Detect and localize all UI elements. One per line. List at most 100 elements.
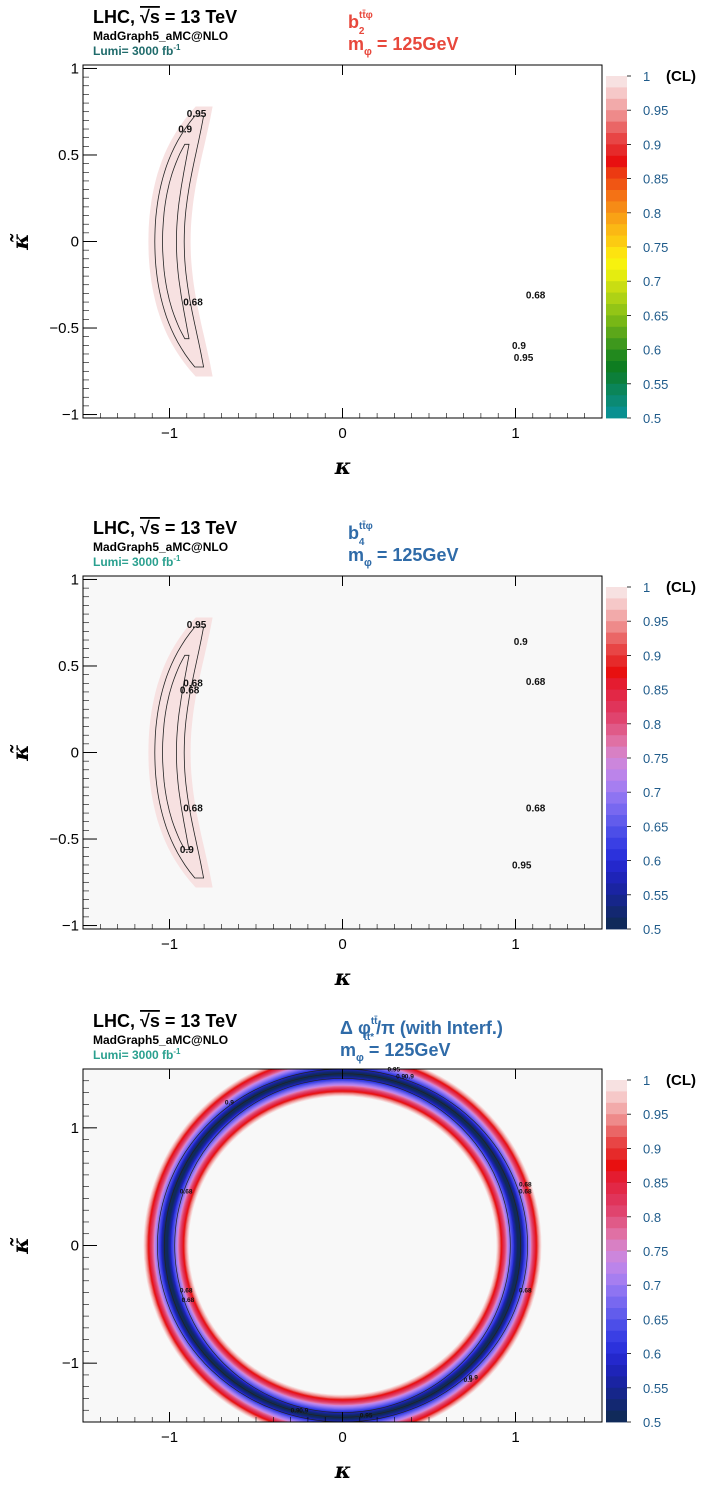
contour-label: 0.68 [526, 803, 546, 814]
header-collider: LHC, √s = 13 TeV [93, 7, 237, 27]
colorbar-swatch [606, 212, 627, 225]
contour-label: 0.68 [519, 1182, 532, 1189]
contour-label: 0.9 [299, 1408, 308, 1415]
x-tick-label: 0 [338, 1429, 346, 1446]
colorbar-swatch [606, 1205, 627, 1218]
colorbar-swatch [606, 349, 627, 362]
colorbar-swatch [606, 860, 627, 873]
y-tick-label: 0 [71, 1238, 79, 1255]
colorbar-tick-label: 0.85 [643, 683, 668, 698]
title-observable: btt̄φ 2 [348, 9, 373, 37]
contour-label: 0.68 [180, 686, 200, 697]
y-tick-label: 1 [71, 571, 79, 588]
y-tick-label: −1 [62, 918, 79, 935]
colorbar-swatch [606, 258, 627, 271]
colorbar-swatch [606, 678, 627, 690]
title-observable: btt̄φ 4 [348, 520, 373, 548]
contour-label: 0.68 [519, 1189, 532, 1196]
colorbar-swatch [606, 110, 627, 122]
colorbar-tick-label: 0.5 [643, 1415, 661, 1430]
x-tick-label: 1 [511, 936, 519, 953]
y-axis-label: κ̃ [8, 233, 34, 251]
x-tick-label: −1 [161, 1429, 178, 1446]
colorbar-swatch [606, 372, 627, 385]
contour-label: 0.95 [512, 860, 532, 871]
colorbar-swatch [606, 701, 627, 713]
cl-band [690, 621, 701, 884]
colorbar-swatch [606, 655, 627, 668]
contour-label: 0.9 [469, 1375, 478, 1382]
colorbar-tick-label: 0.65 [643, 1312, 668, 1327]
colorbar-swatch [606, 1102, 627, 1115]
x-tick-label: 1 [511, 1429, 519, 1446]
colorbar-swatch [606, 746, 627, 759]
colorbar-tick-label: 1 [643, 580, 650, 595]
colorbar-tick-label: 0.55 [643, 1381, 668, 1396]
title-mass: mφ = 125GeV [340, 1040, 450, 1064]
colorbar-swatch [606, 1285, 627, 1297]
colorbar-swatch [606, 304, 627, 316]
cl-band [693, 627, 701, 879]
title-observable: Δ φtt̄ tt̄*/π (with Interf.) [340, 1015, 503, 1043]
y-tick-label: 0 [71, 234, 79, 251]
colorbar-swatch [606, 1262, 627, 1275]
colorbar-tick-label: 0.7 [643, 785, 661, 800]
colorbar-swatch [606, 621, 627, 633]
colorbar-swatch [606, 735, 627, 747]
contour-label: 0.95 [187, 109, 207, 120]
contour-label: 0.95 [388, 1066, 401, 1073]
colorbar-swatch [606, 632, 627, 645]
colorbar-swatch [606, 1365, 627, 1377]
contour-label: 0.9 [225, 1099, 234, 1106]
heatmap-layer [148, 617, 701, 888]
colorbar-swatch [606, 1216, 627, 1229]
header-collider: LHC, √s = 13 TeV [93, 1011, 237, 1031]
contour-label: 0.68 [183, 298, 203, 309]
cl-band [694, 628, 701, 876]
contour-label: 0.9 [464, 1377, 473, 1384]
colorbar-swatch [606, 98, 627, 111]
cl-band [688, 108, 701, 374]
colorbar-swatch [606, 406, 627, 419]
contour-label: 0.9 [396, 1073, 405, 1080]
colorbar-tick-label: 0.95 [643, 103, 668, 118]
panel-delta-phi: 0.95 0.9 0.9 0.9 0.68 0.68 0.68 0.68 0.68 0.68 0.9… [0, 1004, 701, 1506]
header-generator: MadGraph5_aMC@NLO [93, 540, 228, 554]
colorbar-tick-label: 0.75 [643, 751, 668, 766]
y-tick-label: −0.5 [49, 320, 79, 337]
x-axis-label: κ [334, 454, 352, 480]
colorbar-swatch [606, 1182, 627, 1195]
contour-label: 0.9 [512, 341, 526, 352]
colorbar-swatch [606, 837, 627, 850]
colorbar-swatch [606, 269, 627, 282]
colorbar-tick-label: 0.75 [643, 240, 668, 255]
x-tick-label: −1 [161, 936, 178, 953]
colorbar-swatch [606, 1091, 627, 1104]
header-collider: LHC, √s = 13 TeV [93, 518, 237, 538]
colorbar-tick-label: 0.7 [643, 1278, 661, 1293]
cl-band [148, 617, 213, 888]
title-mass: mφ = 125GeV [348, 545, 458, 569]
contour-label: 0.9 [291, 1408, 300, 1415]
cl-band [696, 119, 701, 364]
colorbar-swatch [606, 849, 627, 861]
colorbar-tick-label: 0.8 [643, 206, 661, 221]
colorbar-label: (CL) [666, 579, 696, 596]
colorbar-swatch [606, 1148, 627, 1161]
cl-band [696, 630, 701, 875]
header-lumi: Lumi= 3000 fb-1 [93, 1047, 181, 1062]
colorbar-tick-label: 0.55 [643, 377, 668, 392]
colorbar-label: (CL) [666, 1072, 696, 1089]
colorbar-swatch [606, 1353, 627, 1366]
colorbar-tick-label: 1 [643, 1073, 650, 1088]
y-tick-label: 0 [71, 745, 79, 762]
y-tick-label: 0.5 [58, 658, 79, 675]
colorbar-swatch [606, 1376, 627, 1389]
colorbar-swatch [606, 1330, 627, 1343]
contour-line [696, 116, 701, 367]
y-tick-label: −1 [62, 407, 79, 424]
colorbar-swatch [606, 326, 627, 339]
contour-label: 0.68 [526, 291, 546, 302]
header-generator: MadGraph5_aMC@NLO [93, 1033, 228, 1047]
contour-label: 0.68 [183, 679, 203, 690]
